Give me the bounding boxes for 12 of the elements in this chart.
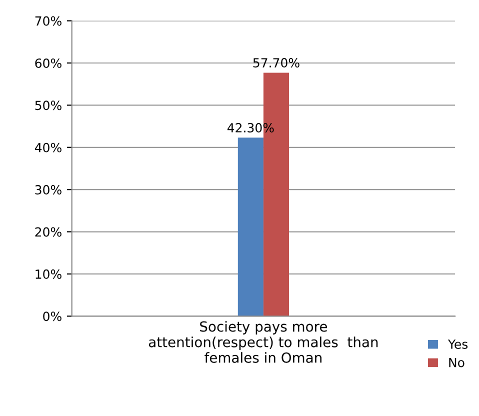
y-tick-label: 0% xyxy=(43,312,62,322)
y-tick-label: 20% xyxy=(35,227,62,237)
legend-label: Yes xyxy=(448,340,468,349)
legend-label: No xyxy=(449,358,464,368)
y-tick-label: 60% xyxy=(35,58,62,68)
y-tick-label: 50% xyxy=(35,100,62,110)
data-label: 57.70% xyxy=(253,58,300,68)
y-tick-label: 10% xyxy=(36,269,62,279)
x-tick-label: Society pays more attention(respect) to males than females in Oman xyxy=(148,321,378,363)
y-tick-label: 30% xyxy=(35,185,62,195)
y-tick-label: 40% xyxy=(34,142,62,152)
y-tick-label: 70% xyxy=(35,16,62,26)
